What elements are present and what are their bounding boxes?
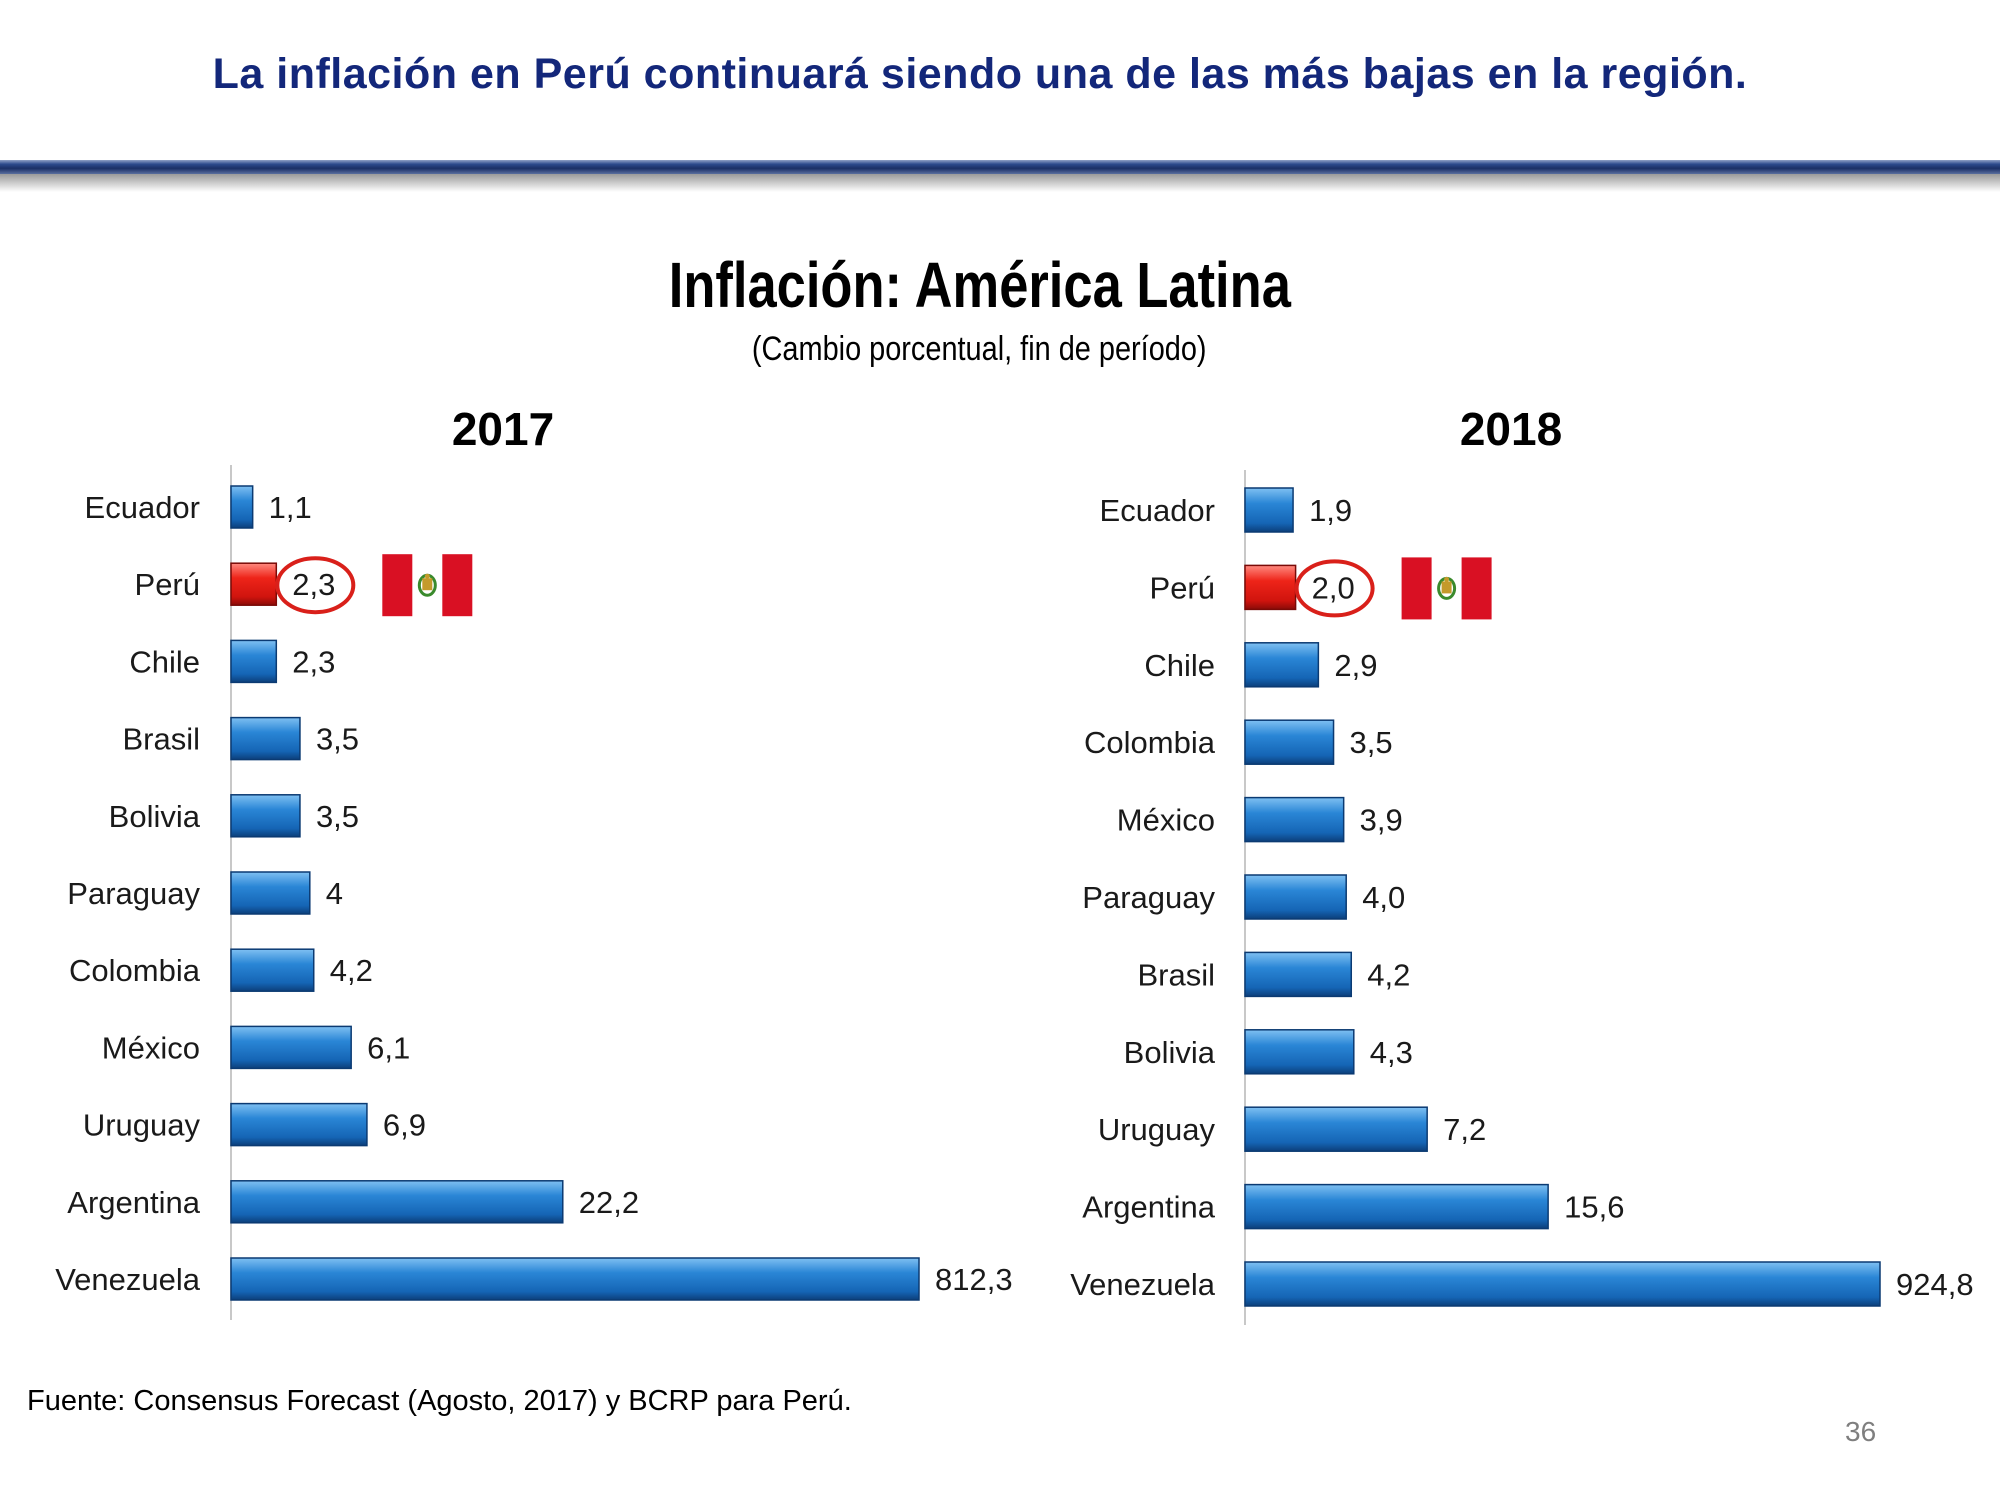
- bar-argentina: [230, 1180, 564, 1224]
- header-rule-shadow: [0, 174, 2000, 192]
- value-label-venezuela: 924,8: [1896, 1267, 1974, 1302]
- value-label-peru: 2,0: [1312, 570, 1355, 605]
- chart-2017: 2017 Ecuador 1,1 Perú 2,3 Chile 2,3 Brasil 3,5 Bo…: [55, 403, 1013, 1320]
- value-label-paraguay: 4: [326, 876, 343, 911]
- bar-bolivia: [230, 794, 301, 838]
- value-label-mexico: 6,1: [367, 1030, 410, 1065]
- value-label-mexico: 3,9: [1360, 803, 1403, 838]
- highlight-circle: [275, 556, 356, 615]
- header-rule: [0, 160, 2000, 174]
- value-label-ecuador: 1,1: [269, 490, 312, 525]
- bar-uruguay: [230, 1102, 368, 1147]
- value-label-ecuador: 1,9: [1309, 493, 1352, 528]
- bar-ecuador: [230, 485, 254, 529]
- chart-subtitle: (Cambio porcentual, fin de período): [751, 330, 1207, 368]
- bar-peru: [1244, 564, 1297, 611]
- category-label-argentina: Argentina: [67, 1185, 200, 1220]
- category-label-bolivia: Bolivia: [1124, 1035, 1216, 1070]
- value-label-brasil: 4,2: [1367, 957, 1410, 992]
- category-label-chile: Chile: [1144, 648, 1215, 683]
- value-label-paraguay: 4,0: [1362, 880, 1405, 915]
- page-number: 36: [1845, 1416, 1877, 1447]
- bar-paraguay: [230, 871, 311, 915]
- value-label-peru: 2,3: [292, 567, 335, 602]
- category-label-ecuador: Ecuador: [1100, 493, 1215, 528]
- bar-chile: [230, 639, 278, 684]
- bar-argentina: [1244, 1183, 1549, 1230]
- value-label-colombia: 3,5: [1350, 725, 1393, 760]
- category-label-uruguay: Uruguay: [83, 1108, 201, 1143]
- category-label-venezuela: Venezuela: [55, 1262, 201, 1297]
- value-label-uruguay: 7,2: [1443, 1112, 1486, 1147]
- bar-bolivia: [1244, 1029, 1355, 1075]
- category-label-ecuador: Ecuador: [85, 490, 200, 525]
- bar-brasil: [1244, 951, 1353, 998]
- value-label-uruguay: 6,9: [383, 1108, 426, 1143]
- bar-mexico: [230, 1025, 352, 1070]
- value-label-bolivia: 4,3: [1370, 1035, 1413, 1070]
- chart-year-label: 2018: [1460, 403, 1562, 455]
- bar-brasil: [230, 716, 301, 761]
- value-label-argentina: 15,6: [1564, 1190, 1624, 1225]
- category-label-brasil: Brasil: [122, 722, 200, 757]
- category-label-peru: Perú: [135, 567, 200, 602]
- category-label-colombia: Colombia: [69, 953, 201, 988]
- peru-flag-icon: [382, 554, 473, 617]
- category-label-mexico: México: [1117, 803, 1215, 838]
- bar-ecuador: [1244, 487, 1294, 533]
- value-label-venezuela: 812,3: [935, 1262, 1013, 1297]
- chart-title: Inflación: América Latina: [668, 249, 1291, 321]
- category-label-uruguay: Uruguay: [1098, 1112, 1216, 1147]
- bar-colombia: [1244, 719, 1335, 765]
- value-label-bolivia: 3,5: [316, 799, 359, 834]
- bar-uruguay: [1244, 1106, 1428, 1152]
- slide-title: La inflación en Perú continuará siendo u…: [212, 50, 1748, 98]
- category-label-brasil: Brasil: [1137, 957, 1215, 992]
- category-label-colombia: Colombia: [1084, 725, 1216, 760]
- value-label-brasil: 3,5: [316, 722, 359, 757]
- category-label-paraguay: Paraguay: [67, 876, 200, 911]
- bar-mexico: [1244, 796, 1345, 843]
- value-label-argentina: 22,2: [579, 1185, 639, 1220]
- category-label-paraguay: Paraguay: [1082, 880, 1215, 915]
- bar-colombia: [230, 948, 315, 992]
- peru-flag-icon: [1401, 557, 1492, 620]
- chart-2018: 2018 Ecuador 1,9 Perú 2,0 Chile 2,9 Colombia 3,5…: [1070, 403, 1974, 1325]
- value-label-chile: 2,3: [292, 644, 335, 679]
- category-label-bolivia: Bolivia: [109, 799, 201, 834]
- bar-peru: [230, 562, 278, 606]
- bar-venezuela: [1244, 1261, 1881, 1307]
- bar-chile: [1244, 642, 1320, 688]
- category-label-venezuela: Venezuela: [1070, 1267, 1216, 1302]
- bar-venezuela: [230, 1257, 920, 1301]
- chart-year-label: 2017: [452, 403, 554, 455]
- category-label-chile: Chile: [129, 644, 200, 679]
- category-label-peru: Perú: [1150, 570, 1215, 605]
- source-footnote: Fuente: Consensus Forecast (Agosto, 2017…: [27, 1385, 852, 1417]
- category-label-mexico: México: [102, 1030, 200, 1065]
- value-label-colombia: 4,2: [330, 953, 373, 988]
- bar-paraguay: [1244, 874, 1347, 920]
- category-label-argentina: Argentina: [1082, 1190, 1215, 1225]
- value-label-chile: 2,9: [1334, 648, 1377, 683]
- highlight-circle: [1294, 559, 1375, 618]
